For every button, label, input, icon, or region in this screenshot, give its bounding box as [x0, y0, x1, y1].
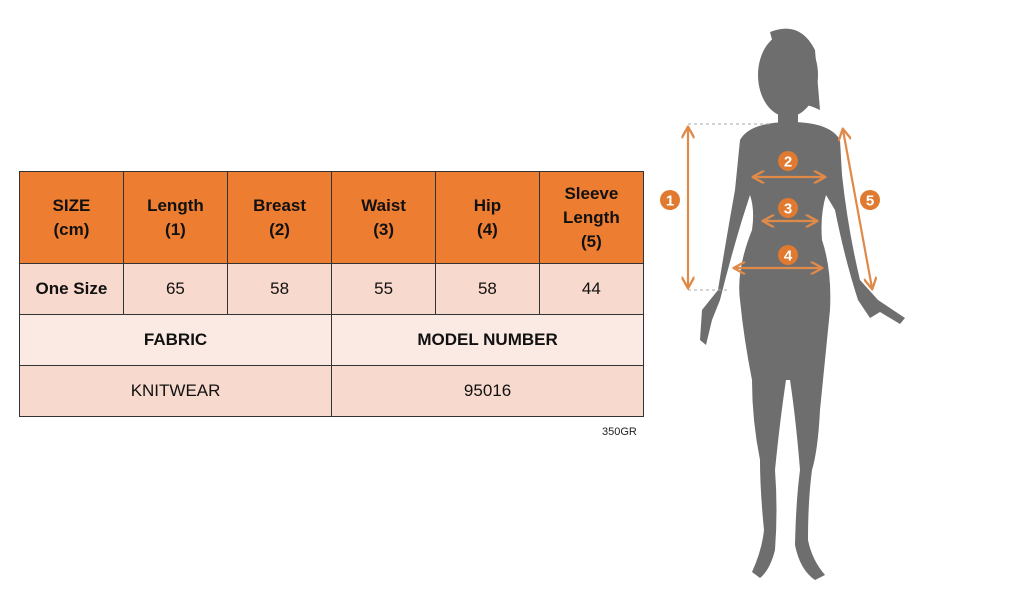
- size-chart-table: SIZE (cm) Length (1) Breast (2) Waist (3) Hi…: [18, 171, 645, 417]
- length-cell: 65: [122, 263, 229, 315]
- header-text: (cm): [53, 219, 90, 239]
- header-text: Length: [563, 207, 620, 227]
- header-waist: Waist (3): [331, 171, 437, 264]
- fabric-weight: 350GR: [602, 426, 637, 438]
- header-text: Breast: [253, 195, 307, 215]
- header-text: Hip: [473, 195, 502, 215]
- size-cell: One Size: [19, 263, 124, 315]
- header-text: (5): [580, 231, 602, 251]
- model-value: 95016: [331, 365, 644, 417]
- header-text: Waist: [361, 195, 406, 215]
- silhouette: [700, 28, 905, 580]
- marker-1: 1: [666, 193, 674, 210]
- header-text: Sleeve: [564, 183, 619, 203]
- header-text: (3): [373, 219, 394, 239]
- header-text: (2): [269, 219, 290, 239]
- header-length: Length (1): [122, 171, 229, 264]
- sleeve-cell: 44: [538, 263, 645, 315]
- measure-lines: [688, 123, 872, 290]
- marker-2: 2: [784, 154, 792, 171]
- marker-4: 4: [784, 248, 793, 265]
- size-row: One Size 65 58 55 58 44: [19, 263, 645, 315]
- hip-cell: 58: [435, 263, 540, 315]
- header-text: (4): [477, 219, 498, 239]
- header-breast: Breast (2): [227, 171, 333, 264]
- marker-3: 3: [784, 201, 792, 218]
- header-size: SIZE (cm): [19, 171, 124, 264]
- header-row: SIZE (cm) Length (1) Breast (2) Waist (3) Hi…: [19, 171, 645, 264]
- header-text: (1): [165, 219, 186, 239]
- header-text: SIZE: [52, 195, 91, 215]
- markers: 1 2 3 4 5: [660, 151, 880, 265]
- header-hip: Hip (4): [435, 171, 540, 264]
- fabric-value: KNITWEAR: [18, 365, 333, 417]
- marker-5: 5: [866, 193, 874, 210]
- sleeve-arrow: [843, 130, 872, 288]
- info-row: KNITWEAR 95016: [18, 365, 644, 417]
- header-sleeve-length: Sleeve Length (5): [538, 171, 645, 264]
- waist-cell: 55: [331, 263, 437, 315]
- header-text: Length: [147, 195, 204, 215]
